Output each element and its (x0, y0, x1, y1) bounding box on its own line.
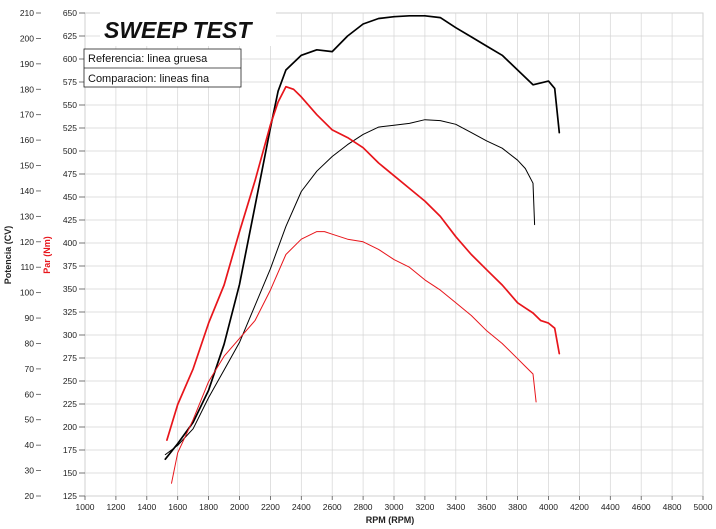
power-tick-label: 90 (25, 313, 35, 323)
power-tick-label: 160 (20, 135, 34, 145)
power-tick-label: 190 (20, 59, 34, 69)
x-tick-label: 2800 (354, 502, 373, 512)
power-tick-label: 130 (20, 211, 34, 221)
plot-series (164, 14, 561, 484)
x-axis-title: RPM (RPM) (366, 515, 415, 525)
torque-tick-label: 475 (63, 169, 77, 179)
power-tick-label: 150 (20, 161, 34, 171)
x-tick-label: 2000 (230, 502, 249, 512)
torque-tick-label: 225 (63, 399, 77, 409)
torque-tick-label: 600 (63, 54, 77, 64)
chart-title: SWEEP TEST (104, 17, 253, 43)
x-tick-label: 1600 (168, 502, 187, 512)
torque-tick-label: 450 (63, 192, 77, 202)
x-tick-label: 2600 (323, 502, 342, 512)
power-axis-title: Potencia (CV) (3, 226, 13, 285)
x-tick-label: 3600 (477, 502, 496, 512)
power-tick-label: 60 (25, 389, 35, 399)
axis-ticks: 1000 1200 1400 1600 1800 2000 2200 2400 2600 2800… (20, 8, 713, 512)
power-tick-label: 140 (20, 186, 34, 196)
torque-tick-label: 325 (63, 307, 77, 317)
legend-entry-comparison: Comparacion: lineas fina (88, 73, 210, 85)
series-line-comparison-power (171, 231, 537, 484)
torque-tick-label: 275 (63, 353, 77, 363)
torque-tick-label: 625 (63, 31, 77, 41)
x-tick-label: 1200 (106, 502, 125, 512)
x-tick-label: 4800 (663, 502, 682, 512)
title-box-bg (100, 12, 276, 46)
torque-tick-label: 175 (63, 445, 77, 455)
x-tick-label: 3200 (415, 502, 434, 512)
power-tick-label: 180 (20, 84, 34, 94)
power-tick-label: 80 (25, 338, 35, 348)
power-tick-label: 170 (20, 110, 34, 120)
torque-tick-label: 150 (63, 468, 77, 478)
x-tick-label: 3400 (446, 502, 465, 512)
torque-tick-label: 125 (63, 491, 77, 501)
series-line-comparison-torque (164, 119, 536, 456)
x-tick-label: 1000 (76, 502, 95, 512)
series-line-reference-power (166, 85, 561, 441)
x-tick-label: 4000 (539, 502, 558, 512)
power-tick-label: 120 (20, 237, 34, 247)
x-tick-label: 5000 (694, 502, 713, 512)
x-tick-label: 1400 (137, 502, 156, 512)
power-tick-label: 20 (25, 491, 35, 501)
legend: Referencia: linea gruesa Comparacion: li… (83, 48, 242, 88)
power-tick-label: 110 (20, 262, 34, 272)
power-tick-label: 200 (20, 33, 34, 43)
torque-tick-label: 375 (63, 261, 77, 271)
power-tick-label: 70 (25, 364, 35, 374)
torque-tick-label: 575 (63, 77, 77, 87)
series-line-reference-torque (164, 14, 561, 461)
torque-tick-label: 200 (63, 422, 77, 432)
power-tick-label: 50 (25, 415, 35, 425)
torque-tick-label: 425 (63, 215, 77, 225)
x-tick-label: 4600 (632, 502, 651, 512)
torque-axis-title: Par (Nm) (42, 236, 52, 274)
power-tick-label: 210 (20, 8, 34, 18)
torque-tick-label: 300 (63, 330, 77, 340)
x-tick-label: 2400 (292, 502, 311, 512)
torque-tick-label: 500 (63, 146, 77, 156)
torque-tick-label: 350 (63, 284, 77, 294)
power-tick-label: 30 (25, 466, 35, 476)
torque-tick-label: 550 (63, 100, 77, 110)
x-tick-label: 4400 (601, 502, 620, 512)
x-tick-label: 3800 (508, 502, 527, 512)
torque-tick-label: 250 (63, 376, 77, 386)
x-tick-label: 3000 (385, 502, 404, 512)
x-tick-label: 2200 (261, 502, 280, 512)
power-tick-label: 40 (25, 440, 35, 450)
torque-tick-label: 650 (63, 8, 77, 18)
x-tick-label: 4200 (570, 502, 589, 512)
torque-tick-label: 400 (63, 238, 77, 248)
power-tick-label: 100 (20, 288, 34, 298)
x-tick-label: 1800 (199, 502, 218, 512)
torque-tick-label: 525 (63, 123, 77, 133)
legend-entry-reference: Referencia: linea gruesa (88, 53, 208, 65)
